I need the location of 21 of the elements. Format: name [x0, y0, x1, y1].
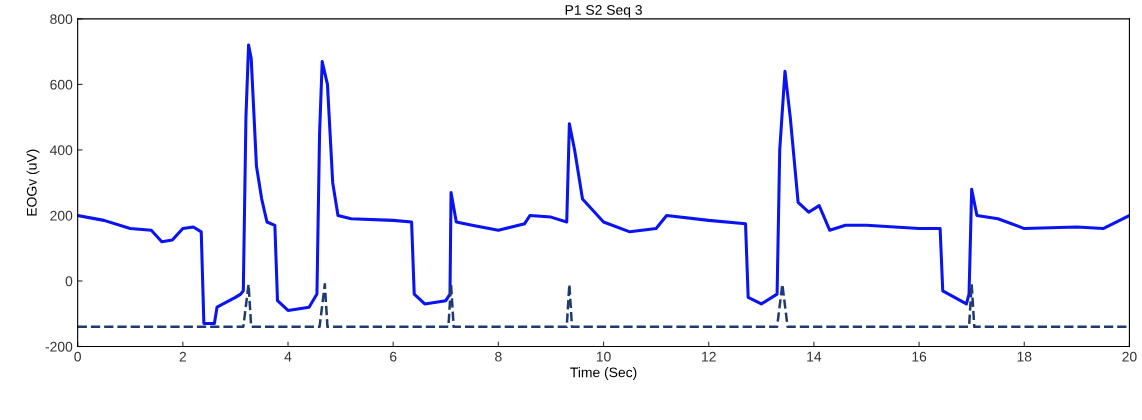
x-tick-label: 4 [284, 351, 292, 362]
y-tick-label: 200 [50, 210, 73, 221]
x-tick-label: 20 [1122, 351, 1137, 362]
x-tick-label: 18 [1017, 351, 1032, 362]
x-tick-label: 0 [74, 351, 81, 362]
x-tick-label: 12 [702, 351, 716, 362]
y-tick-label: 800 [50, 14, 73, 25]
y-tick-label: -200 [45, 341, 73, 352]
line-series [77, 43, 1130, 326]
chart-title: P1 S2 Seq 3 [565, 5, 642, 18]
x-tick-label: 14 [807, 351, 822, 362]
y-tick-label: 600 [50, 79, 73, 90]
y-tick-label: 400 [49, 145, 73, 156]
x-tick-label: 2 [179, 351, 186, 362]
y-axis-title: EOGv (uV) [26, 149, 40, 216]
x-tick-label: 8 [495, 351, 502, 362]
y-tick-label: 0 [65, 276, 73, 287]
x-axis-title: Time (Sec) [570, 367, 637, 381]
x-tick-label: 6 [390, 351, 397, 362]
x-tick-label: 10 [596, 351, 611, 362]
x-tick-label: 16 [912, 351, 927, 362]
